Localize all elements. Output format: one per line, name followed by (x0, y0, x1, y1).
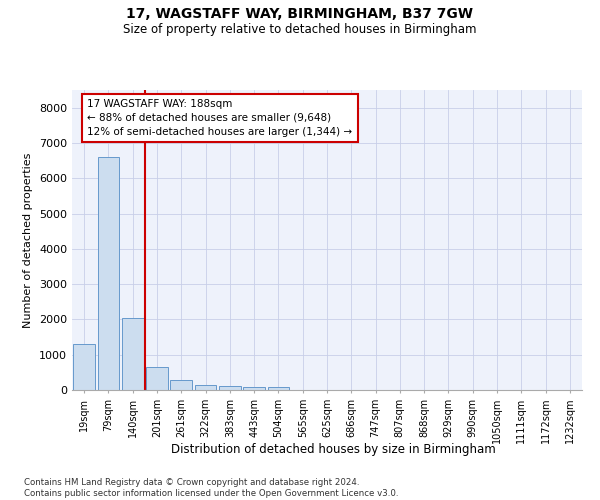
Bar (122, 318, 143, 390)
Bar (194, 384, 217, 390)
Bar (170, 380, 192, 390)
Text: Contains HM Land Registry data © Crown copyright and database right 2024.
Contai: Contains HM Land Registry data © Crown c… (24, 478, 398, 498)
Bar (268, 387, 289, 390)
Bar (73, 344, 95, 390)
Text: Size of property relative to detached houses in Birmingham: Size of property relative to detached ho… (123, 22, 477, 36)
Bar (97, 157, 119, 390)
Bar (146, 367, 168, 390)
Y-axis label: Number of detached properties: Number of detached properties (23, 152, 34, 328)
Bar (243, 387, 265, 390)
Bar (219, 386, 241, 390)
Text: 17, WAGSTAFF WAY, BIRMINGHAM, B37 7GW: 17, WAGSTAFF WAY, BIRMINGHAM, B37 7GW (127, 8, 473, 22)
Text: 17 WAGSTAFF WAY: 188sqm
← 88% of detached houses are smaller (9,648)
12% of semi: 17 WAGSTAFF WAY: 188sqm ← 88% of detache… (88, 99, 352, 137)
Text: Distribution of detached houses by size in Birmingham: Distribution of detached houses by size … (170, 442, 496, 456)
